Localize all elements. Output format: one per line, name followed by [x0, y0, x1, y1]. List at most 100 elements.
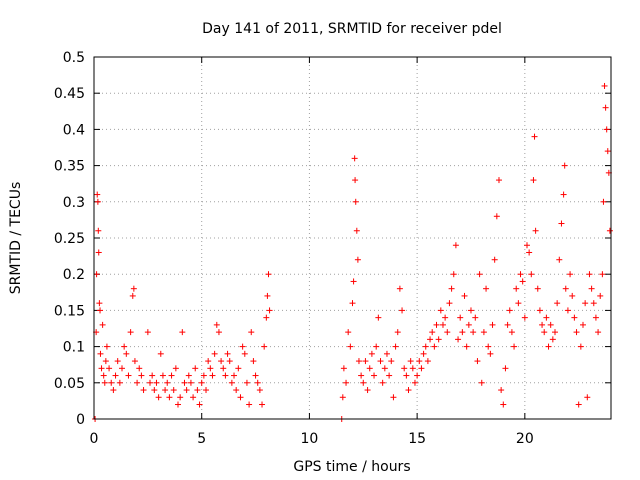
y-tick-label: 0.3 [63, 195, 85, 211]
data-point [465, 321, 472, 328]
data-point [264, 292, 271, 299]
y-tick-label: 0 [76, 412, 85, 428]
data-point [164, 379, 171, 386]
data-point [403, 372, 410, 379]
data-point [500, 401, 507, 408]
data-point [354, 256, 361, 263]
data-point [450, 271, 457, 278]
data-point [349, 300, 356, 307]
data-point [536, 307, 543, 314]
data-point [600, 198, 607, 205]
data-point [604, 148, 611, 155]
data-point [418, 365, 425, 372]
data-point [261, 343, 268, 350]
data-point [519, 278, 526, 285]
data-point [427, 336, 434, 343]
data-point [554, 300, 561, 307]
data-point [228, 379, 235, 386]
data-point [220, 365, 227, 372]
data-point [463, 343, 470, 350]
data-point [508, 329, 515, 336]
data-point [130, 285, 137, 292]
data-point [448, 285, 455, 292]
data-point [489, 321, 496, 328]
data-point [138, 372, 145, 379]
data-point [394, 329, 401, 336]
data-point [159, 372, 166, 379]
data-point [187, 379, 194, 386]
x-tick-label: 10 [301, 431, 319, 447]
data-point [590, 300, 597, 307]
data-point [233, 387, 240, 394]
data-point [112, 372, 119, 379]
data-point [606, 227, 613, 234]
data-point [129, 292, 136, 299]
data-point [586, 271, 593, 278]
data-point [96, 300, 103, 307]
data-point [231, 372, 238, 379]
data-point [94, 191, 101, 198]
x-axis-label: GPS time / hours [293, 459, 410, 475]
data-point [437, 307, 444, 314]
data-point [416, 358, 423, 365]
data-point [134, 379, 141, 386]
data-point [461, 292, 468, 299]
data-point [358, 372, 365, 379]
data-point [472, 314, 479, 321]
data-point [116, 379, 123, 386]
data-point [433, 321, 440, 328]
data-point [495, 177, 502, 184]
data-point [521, 314, 528, 321]
data-point [114, 358, 121, 365]
data-point [93, 271, 100, 278]
data-point [396, 285, 403, 292]
data-point [602, 104, 609, 111]
data-point [424, 358, 431, 365]
data-point [351, 155, 358, 162]
data-point [360, 379, 367, 386]
data-point [439, 321, 446, 328]
data-point [263, 314, 270, 321]
data-point [392, 343, 399, 350]
data-point [528, 271, 535, 278]
y-tick-label: 0.5 [63, 50, 85, 66]
data-point [411, 379, 418, 386]
data-point [588, 285, 595, 292]
data-point [235, 365, 242, 372]
data-point [558, 220, 565, 227]
data-point [368, 350, 375, 357]
data-point [547, 321, 554, 328]
data-point [422, 343, 429, 350]
data-point [584, 394, 591, 401]
data-point [571, 314, 578, 321]
data-point [364, 387, 371, 394]
data-point [362, 358, 369, 365]
data-point [259, 401, 266, 408]
data-point [172, 365, 179, 372]
data-point [246, 401, 253, 408]
data-point [388, 358, 395, 365]
data-point [175, 401, 182, 408]
data-point [237, 394, 244, 401]
data-point [103, 343, 110, 350]
data-point [196, 401, 203, 408]
data-point [375, 314, 382, 321]
data-point [444, 329, 451, 336]
data-point [409, 365, 416, 372]
data-point [455, 336, 462, 343]
x-tick-label: 15 [408, 431, 426, 447]
data-point [399, 307, 406, 314]
data-point [459, 329, 466, 336]
data-point [224, 350, 231, 357]
data-point [515, 300, 522, 307]
data-point [355, 358, 362, 365]
data-point [405, 387, 412, 394]
data-point [95, 227, 102, 234]
data-point [98, 365, 105, 372]
data-point [119, 365, 126, 372]
data-point [131, 358, 138, 365]
data-point [531, 133, 538, 140]
data-point [194, 387, 201, 394]
y-tick-label: 0.1 [63, 340, 85, 356]
data-point [517, 271, 524, 278]
